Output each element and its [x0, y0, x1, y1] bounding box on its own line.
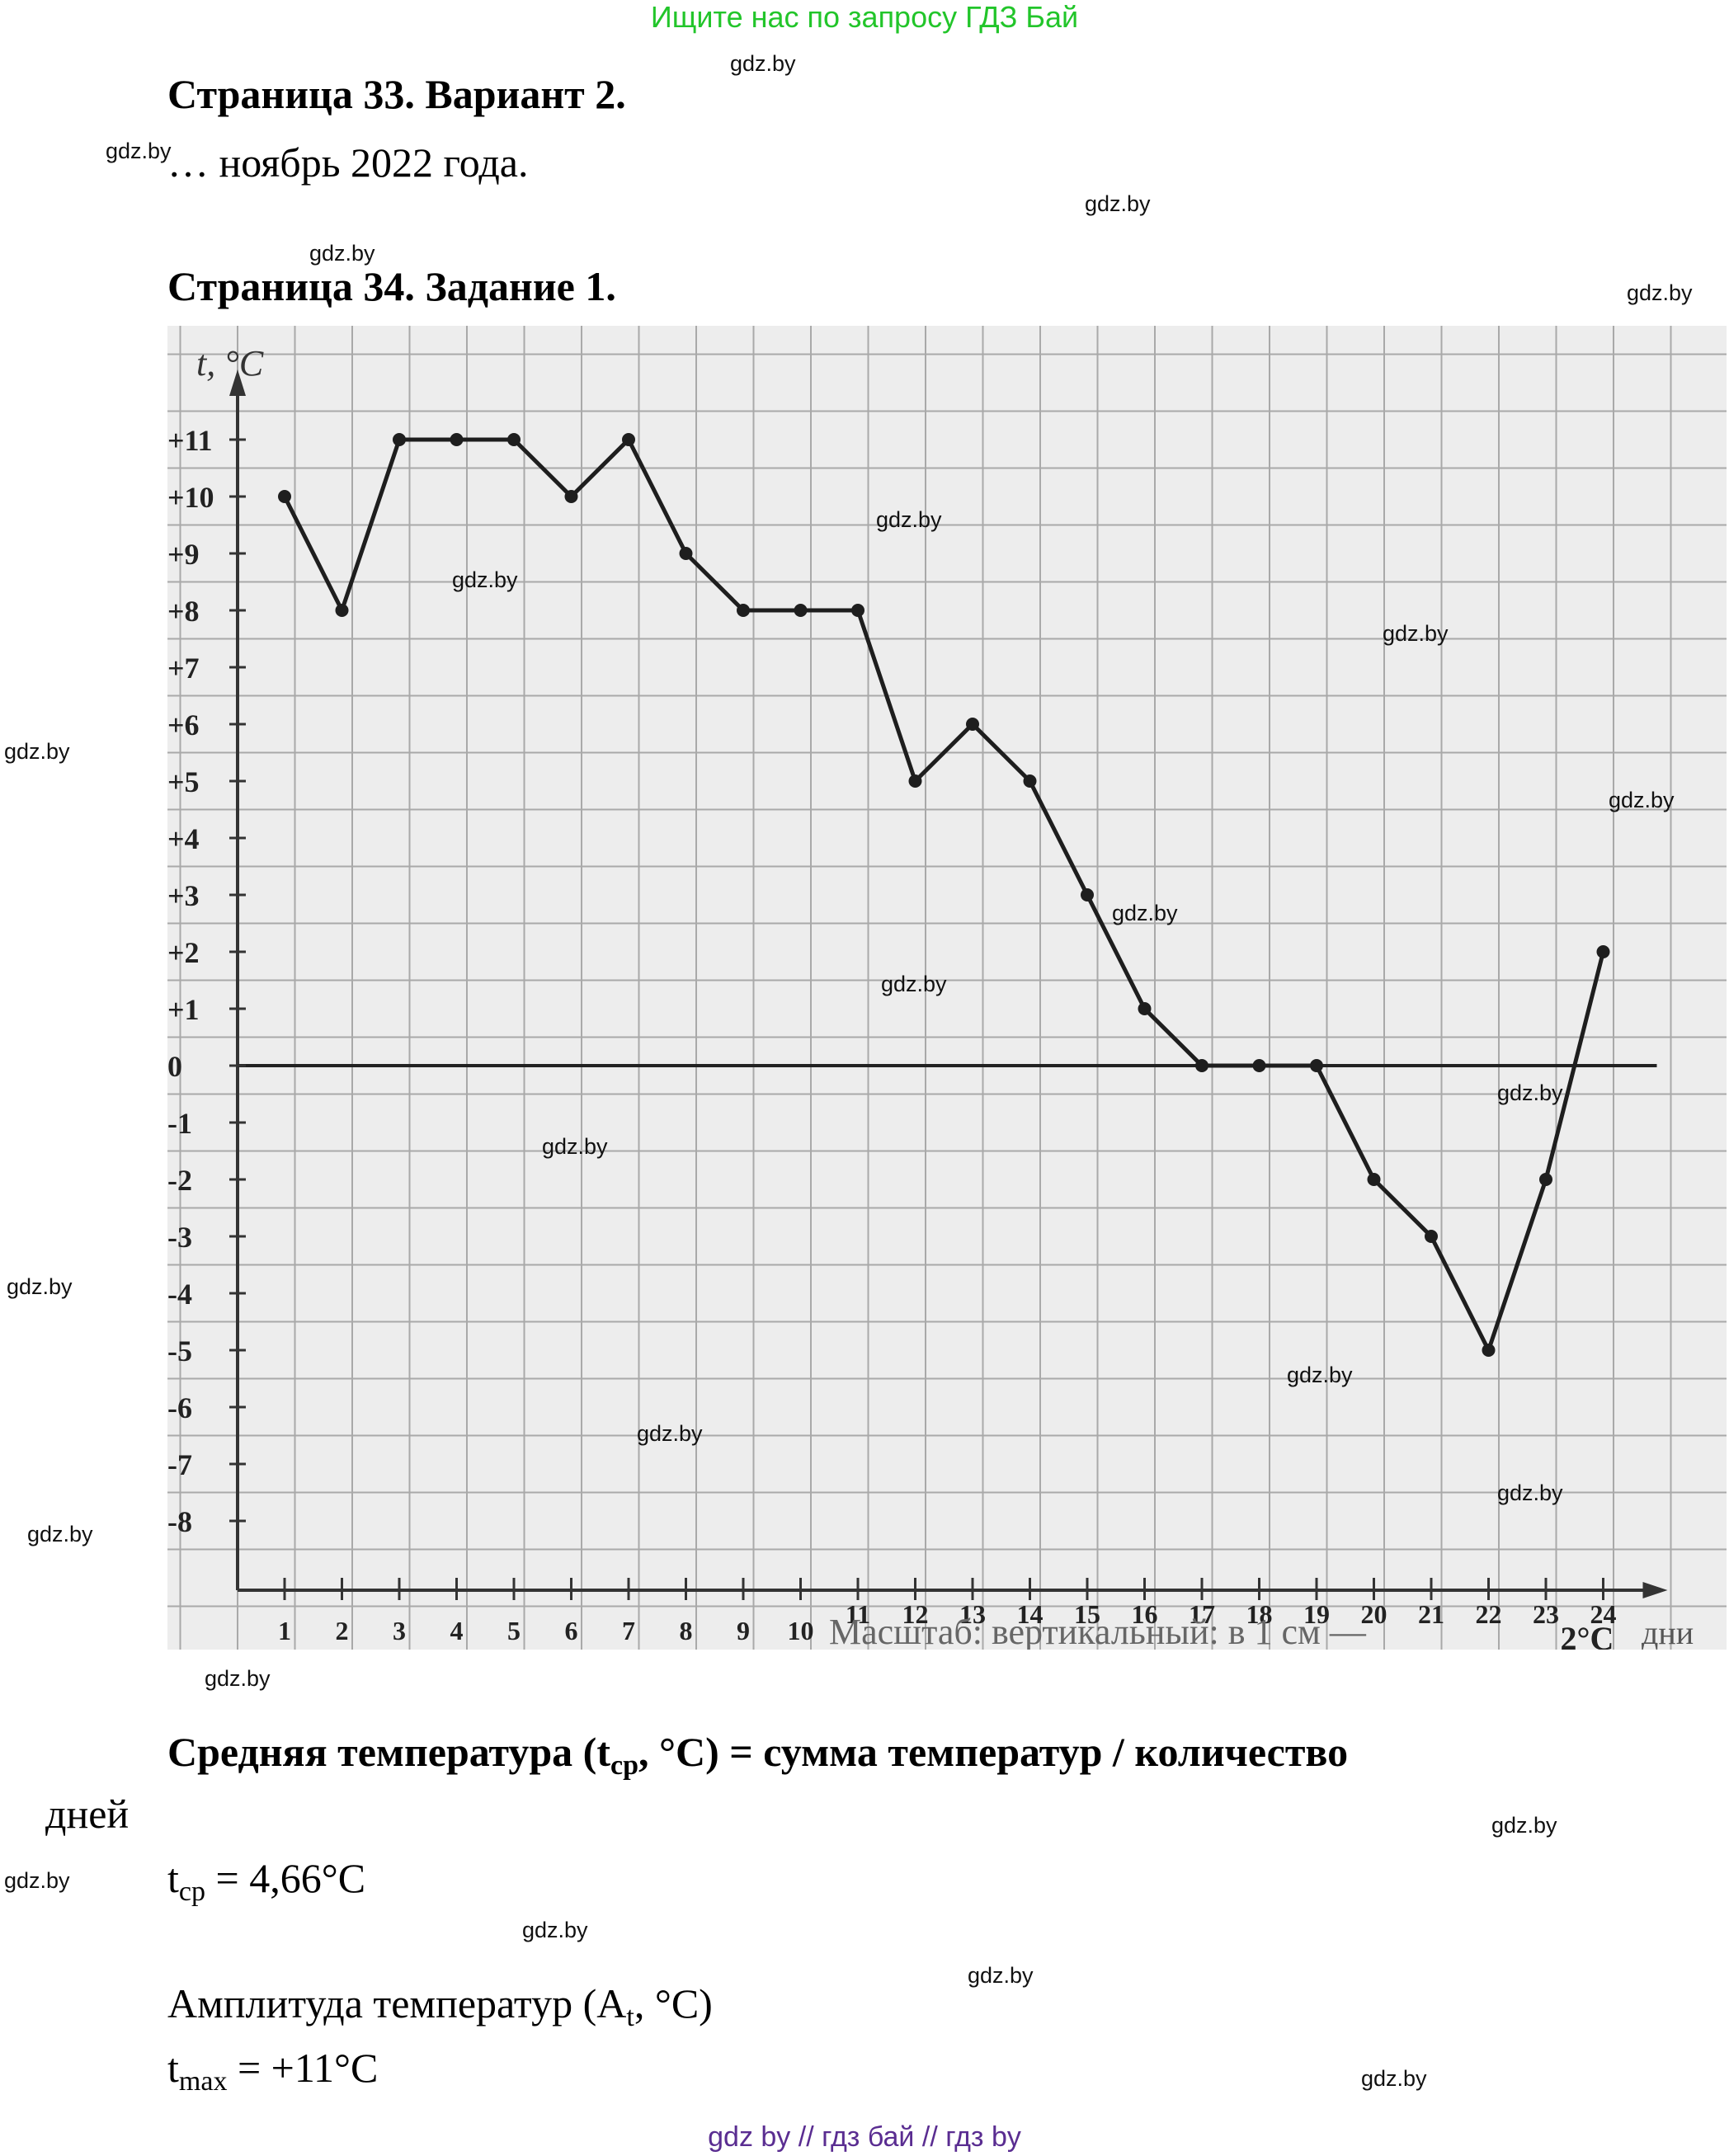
svg-text:11: 11 — [846, 1599, 870, 1629]
svg-text:17: 17 — [1189, 1599, 1215, 1629]
watermark-text: gdz.by — [4, 739, 70, 764]
watermark-text: gdz.by — [309, 241, 375, 266]
svg-text:-7: -7 — [167, 1448, 192, 1481]
svg-text:10: 10 — [788, 1616, 814, 1645]
svg-text:+9: +9 — [167, 538, 200, 571]
watermark-text: gdz.by — [4, 1868, 70, 1893]
svg-text:+11: +11 — [167, 424, 213, 457]
watermark-text: gdz.by — [968, 1963, 1034, 1988]
watermark-text: gdz.by — [542, 1134, 608, 1159]
watermark-text: gdz.by — [1085, 191, 1151, 216]
watermark-text: gdz.by — [1112, 901, 1178, 925]
answer-text-page33: … ноябрь 2022 года. — [167, 139, 529, 186]
svg-text:8: 8 — [680, 1616, 693, 1645]
svg-text:3: 3 — [393, 1616, 406, 1645]
watermark-text: gdz.by — [1627, 280, 1693, 305]
watermark-text: gdz.by — [1609, 788, 1675, 812]
svg-text:21: 21 — [1418, 1599, 1444, 1629]
average-result: tср = 4,66°С — [167, 1855, 366, 1907]
watermark-text: gdz.by — [1383, 621, 1449, 646]
temperature-line-chart: t, °С+11+10+9+8+7+6+5+4+3+2+10-1-2-3-4-5… — [122, 326, 1727, 1657]
watermark-text: gdz.by — [522, 1918, 588, 1942]
svg-text:9: 9 — [737, 1616, 750, 1645]
svg-text:24: 24 — [1590, 1599, 1617, 1629]
svg-text:16: 16 — [1132, 1599, 1158, 1629]
svg-text:дни: дни — [1642, 1614, 1694, 1650]
svg-text:-5: -5 — [167, 1335, 192, 1368]
watermark-text: gdz.by — [1361, 2066, 1427, 2091]
watermark-text: gdz.by — [452, 567, 518, 592]
average-definition-wrap: дней — [45, 1791, 130, 1837]
watermark-text: gdz.by — [876, 507, 942, 532]
svg-text:+2: +2 — [167, 936, 200, 969]
svg-text:-3: -3 — [167, 1221, 192, 1254]
svg-text:-2: -2 — [167, 1164, 192, 1197]
svg-text:13: 13 — [959, 1599, 986, 1629]
svg-text:+7: +7 — [167, 652, 200, 685]
svg-text:4: 4 — [450, 1616, 464, 1645]
watermark-text: gdz.by — [637, 1421, 703, 1446]
svg-text:0: 0 — [167, 1050, 182, 1083]
svg-text:20: 20 — [1361, 1599, 1387, 1629]
svg-text:+8: +8 — [167, 595, 200, 628]
watermark-text: gdz.by — [1287, 1363, 1353, 1387]
svg-text:2: 2 — [336, 1616, 349, 1645]
svg-text:18: 18 — [1246, 1599, 1273, 1629]
temperature-chart-photo: t, °С +11 +10 +9 +8 +7 +6 +5 +4 +3 +2 +1 0 -1 -2 -3 -4 -5… — [122, 326, 1727, 1657]
svg-text:Масштаб: вертикальный: в 1 см: Масштаб: вертикальный: в 1 см — — [829, 1612, 1367, 1650]
watermark-text: gdz.by — [205, 1666, 271, 1691]
svg-text:-8: -8 — [167, 1505, 192, 1538]
svg-text:t, °С: t, °С — [196, 343, 264, 384]
watermark-text: gdz.by — [106, 139, 172, 163]
watermark-text: gdz.by — [7, 1274, 73, 1299]
watermark-text: gdz.by — [1497, 1480, 1563, 1505]
svg-text:7: 7 — [622, 1616, 635, 1645]
section-title-page34: Страница 34. Задание 1. — [167, 263, 616, 309]
svg-text:23: 23 — [1533, 1599, 1559, 1629]
svg-text:+4: +4 — [167, 822, 200, 855]
section-title-page33: Страница 33. Вариант 2. — [167, 71, 626, 117]
watermark-text: gdz.by — [1497, 1080, 1563, 1105]
svg-text:+6: +6 — [167, 708, 200, 741]
svg-text:-4: -4 — [167, 1278, 192, 1311]
svg-text:+5: +5 — [167, 765, 200, 798]
svg-text:2°С: 2°С — [1561, 1620, 1614, 1650]
svg-text:14: 14 — [1017, 1599, 1044, 1629]
svg-text:1: 1 — [278, 1616, 291, 1645]
svg-text:6: 6 — [565, 1616, 578, 1645]
svg-text:12: 12 — [902, 1599, 929, 1629]
svg-text:19: 19 — [1303, 1599, 1330, 1629]
promo-banner[interactable]: Ищите нас по запросу ГДЗ Бай — [650, 0, 1079, 34]
watermark-text: gdz.by — [27, 1522, 93, 1546]
watermark-text: gdz.by — [1491, 1813, 1557, 1838]
average-definition: Средняя температура (tср, °С) = сумма те… — [167, 1729, 1349, 1781]
svg-text:+3: +3 — [167, 879, 200, 912]
svg-text:22: 22 — [1476, 1599, 1502, 1629]
watermark-text: gdz.by — [881, 972, 947, 996]
amplitude-heading: Амплитуда температур (At, °С) — [167, 1980, 713, 2032]
svg-text:-1: -1 — [167, 1107, 192, 1140]
watermark-text: gdz.by — [730, 51, 796, 76]
max-temperature: tmax = +11°С — [167, 2045, 379, 2097]
svg-text:+1: +1 — [167, 993, 200, 1026]
svg-text:-6: -6 — [167, 1391, 192, 1424]
svg-text:+10: +10 — [167, 481, 214, 514]
footer-links[interactable]: gdz by // гдз бай // гдз by — [708, 2121, 1021, 2153]
svg-text:15: 15 — [1074, 1599, 1100, 1629]
svg-text:5: 5 — [507, 1616, 521, 1645]
